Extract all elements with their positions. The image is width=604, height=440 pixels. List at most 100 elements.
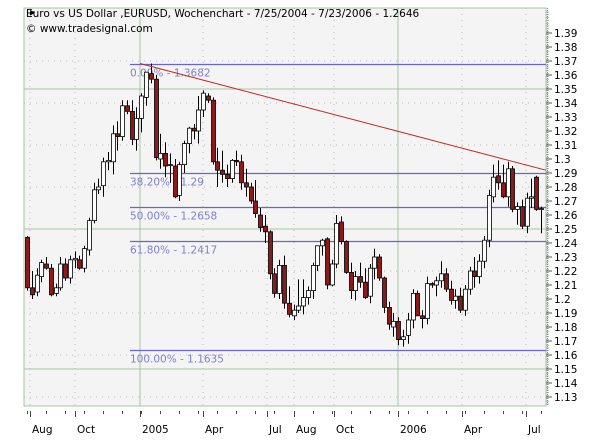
candle [529,178,534,208]
candle [420,310,425,329]
candle [244,168,249,197]
candles [25,63,544,347]
candle [353,271,358,301]
candle [320,238,325,256]
candle [111,125,116,175]
fib-level-label: 0.00% - 1.3682 [130,68,211,80]
y-tick-label: 1.13 [554,392,577,404]
candle [344,240,349,274]
candle [315,245,320,271]
x-tick-label: Apr [464,424,483,436]
candle [272,268,277,298]
candle [510,166,515,213]
candle [206,93,211,103]
y-tick-label: 1.2 [554,294,571,306]
y-tick-label: 1.3 [554,154,571,166]
x-tick-label: 2005 [142,424,169,436]
candle [134,107,139,151]
fib-level-label: 100.00% - 1.1635 [130,354,224,366]
candle [330,259,335,287]
candle [220,150,225,183]
x-tick-label: Jul [268,424,282,436]
y-tick-label: 1.36 [554,70,578,82]
candle [158,133,163,169]
candle [225,164,230,187]
chart-icon: ⯈ [28,8,37,20]
candle [263,215,268,243]
y-tick-label: 1.16 [554,350,578,362]
candle [501,164,506,199]
candle [154,75,159,161]
y-tick-label: 1.32 [554,126,577,138]
candle [472,257,477,288]
candle [458,287,463,313]
candle [334,215,339,269]
candle [377,254,382,281]
candle [139,93,144,133]
candle [63,258,68,281]
candle [301,279,306,315]
chart-title: ⯈ [28,8,36,21]
y-tick-label: 1.29 [554,168,577,180]
candle [258,208,263,232]
candle [92,182,97,224]
fib-level-label: 61.80% - 1.2417 [130,245,217,257]
y-axis: 1.39 1.38 1.37 1.36 1.35 1.34 1.33 1.32 1.31 1.3 1… [546,8,578,406]
candle [73,251,78,269]
fibonacci-retracement: 0.00% - 1.3682 38.20% - 1.29 50.00% - 1.26… [130,63,546,366]
candle [358,262,363,288]
x-axis: Aug Oct 2005 Apr Jul Aug Oct 2006 Apr Jul [27,411,542,436]
y-tick-label: 1.27 [554,196,577,208]
y-tick-label: 1.31 [554,140,577,152]
candle [82,245,87,273]
candle [144,71,149,106]
x-tick-label: Aug [32,424,53,436]
candle [196,96,201,144]
candle [187,126,192,154]
candle [463,285,468,316]
candle [249,182,254,204]
x-tick-label: Oct [336,424,354,436]
candle [525,192,530,234]
y-tick-label: 1.34 [554,98,578,110]
candle [520,199,525,229]
y-tick-label: 1.26 [554,210,578,222]
candle [182,140,187,173]
trendline [139,63,547,171]
candle [363,268,368,299]
candle [391,313,396,337]
candle [87,217,92,256]
y-tick-label: 1.38 [554,42,577,54]
y-tick-label: 1.18 [554,322,577,334]
candle [449,280,454,305]
y-tick-label: 1.37 [554,56,577,68]
candle [487,189,492,248]
candle [168,153,173,183]
candle [387,301,392,330]
candle [287,286,292,318]
y-tick-label: 1.22 [554,266,577,278]
candle [477,254,482,284]
candle [101,157,106,197]
candle [35,268,40,297]
candle [425,276,430,325]
candle [234,150,239,166]
y-tick-label: 1.17 [554,336,577,348]
candle [534,175,539,211]
y-tick-label: 1.28 [554,182,577,194]
candle [106,152,111,171]
y-tick-label: 1.14 [554,378,578,390]
candle [415,290,420,317]
candle [125,100,130,115]
x-tick-label: Jul [527,424,541,436]
y-tick-label: 1.21 [554,280,577,292]
candle [54,283,59,297]
candle [339,216,344,245]
y-tick-label: 1.33 [554,112,577,124]
candle [163,142,168,178]
candle [215,147,220,187]
candle [453,289,458,309]
candle [468,266,473,295]
candle [396,317,401,346]
candle [58,257,63,291]
